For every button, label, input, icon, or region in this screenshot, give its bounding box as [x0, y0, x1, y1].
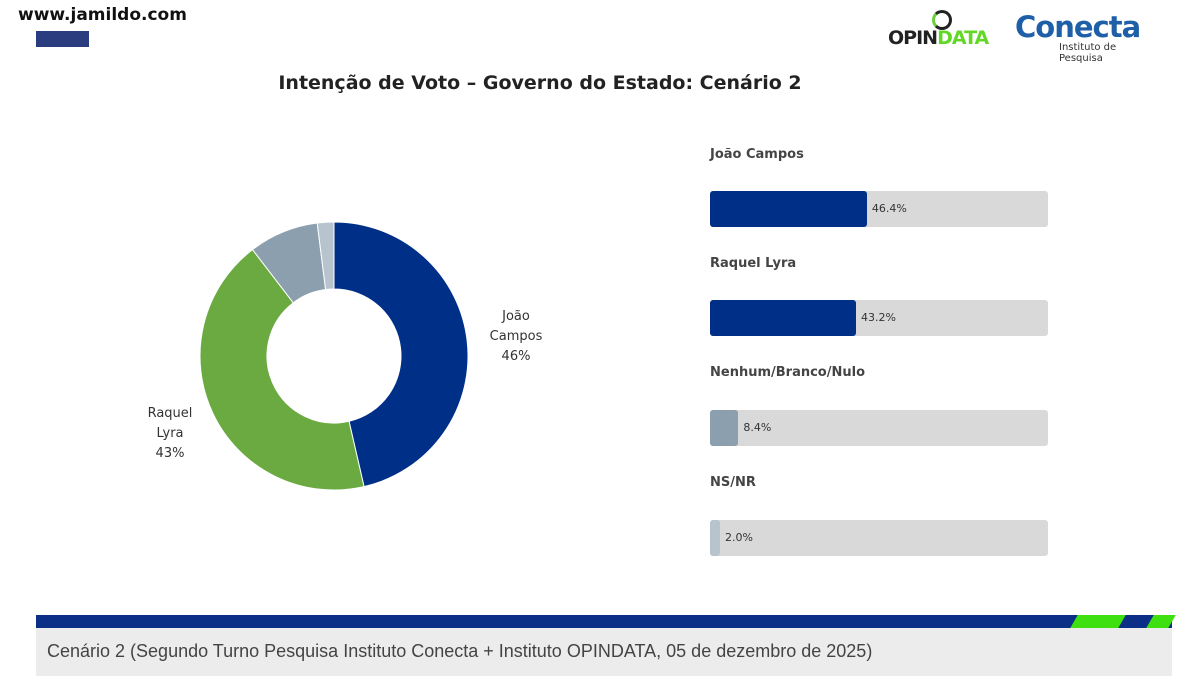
donut-label-joao-name2: Campos — [490, 329, 543, 344]
bar-track: 46.4% — [710, 191, 1048, 227]
bar-category-label: Nenhum/Branco/Nulo — [710, 365, 866, 380]
donut-label-raquel-value: 43% — [156, 446, 185, 461]
caption: Cenário 2 (Segundo Turno Pesquisa Instit… — [36, 628, 1172, 676]
footer-band — [36, 615, 1176, 628]
donut-label-joao-value: 46% — [502, 349, 531, 364]
donut-slice-3 — [316, 221, 335, 291]
bar-fill — [710, 410, 739, 446]
bar-category-label: Raquel Lyra — [710, 256, 797, 271]
donut-label-raquel-name2: Lyra — [156, 426, 183, 441]
donut-slice-0 — [333, 221, 469, 488]
bar-value-label: 2.0% — [725, 531, 753, 544]
bar-category-label: João Campos — [710, 147, 804, 162]
bar-track: 8.4% — [710, 410, 1048, 446]
conecta-logo: Conecta Instituto de Pesquisa — [1015, 10, 1141, 64]
donut-label-raquel-name1: Raquel — [148, 406, 193, 421]
bar-track: 2.0% — [710, 520, 1048, 556]
chart-title: Intenção de Voto – Governo do Estado: Ce… — [278, 72, 802, 94]
bar-value-label: 8.4% — [743, 421, 772, 434]
bar-value-label: 46.4% — [871, 202, 907, 215]
watermark: www.jamildo.com — [18, 5, 187, 25]
bar-value-label: 43.2% — [861, 311, 896, 324]
watermark-bar — [36, 31, 89, 47]
donut-slice-1 — [199, 248, 365, 491]
donut-label-joao-name1: João — [501, 309, 530, 324]
bar-track: 43.2% — [710, 300, 1048, 336]
bar-fill — [710, 191, 867, 227]
bar-category-label: NS/NR — [710, 475, 756, 490]
bar-fill — [710, 300, 857, 336]
opindata-logo: OPINDATA — [888, 10, 1000, 56]
bar-fill — [710, 520, 720, 556]
donut-chart: João Campos 46% Raquel Lyra 43% — [148, 221, 543, 491]
